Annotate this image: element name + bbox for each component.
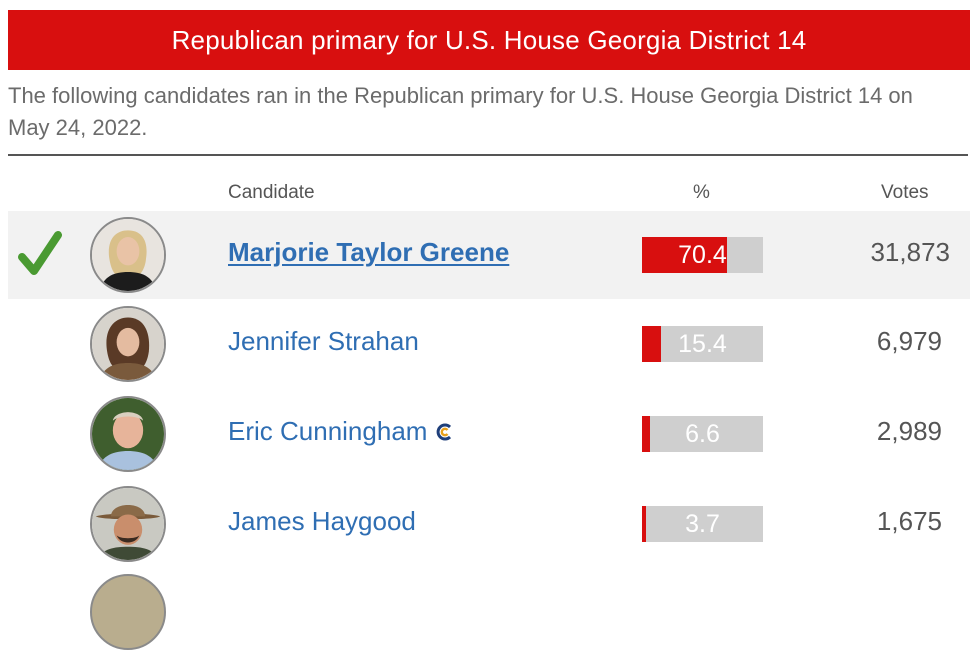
- column-header-percent: %: [693, 182, 710, 203]
- percent-bar-fill: [642, 326, 661, 362]
- percent-value: 6.6: [685, 419, 720, 448]
- candidate-photo-avatar: [90, 486, 166, 562]
- percent-value: 15.4: [678, 329, 727, 358]
- candidate-name-link[interactable]: Jennifer Strahan: [228, 326, 419, 356]
- column-header-candidate: Candidate: [228, 182, 315, 203]
- candidate-row-haygood: James Haygood 3.7 1,675: [8, 480, 970, 568]
- candidate-photo-avatar: [90, 396, 166, 472]
- vote-count: 2,989: [876, 416, 942, 446]
- vote-count: 6,979: [876, 326, 942, 356]
- column-header-votes: Votes: [881, 182, 929, 203]
- candidate-name: Eric Cunningham: [228, 416, 428, 446]
- percent-bar: 70.4: [642, 237, 763, 273]
- percent-bar-fill: [642, 237, 728, 273]
- percent-value: 3.7: [685, 509, 720, 538]
- winner-check-icon: [18, 231, 62, 275]
- candidate-name-link[interactable]: Marjorie Taylor Greene: [228, 237, 510, 267]
- candidate-row-greene: Marjorie Taylor Greene 70.4 31,873: [8, 211, 970, 299]
- percent-bar-fill: [642, 416, 650, 452]
- candidate-photo-avatar: [90, 306, 166, 382]
- candidate-row-cunningham: Eric Cunningham 6.6 2,989: [8, 390, 970, 478]
- results-title: Republican primary for U.S. House Georgi…: [8, 10, 970, 70]
- percent-bar: 15.4: [642, 326, 763, 362]
- candidate-photo-avatar: [90, 574, 166, 650]
- vote-count: 31,873: [870, 237, 950, 267]
- candidate-photo-avatar: [90, 217, 166, 293]
- percent-bar: 6.6: [642, 416, 763, 452]
- percent-bar-fill: [642, 506, 647, 542]
- percent-value: 70.4: [678, 240, 727, 269]
- percent-bar: 3.7: [642, 506, 763, 542]
- candidate-row-strahan: Jennifer Strahan 15.4 6,979: [8, 300, 970, 388]
- divider: [8, 154, 968, 156]
- ballotpedia-c-icon: [437, 423, 452, 440]
- results-intro: The following candidates ran in the Repu…: [8, 83, 913, 140]
- vote-count: 1,675: [876, 506, 942, 536]
- candidate-name-link[interactable]: James Haygood: [228, 506, 416, 536]
- candidate-name-link[interactable]: Eric Cunningham: [228, 416, 455, 447]
